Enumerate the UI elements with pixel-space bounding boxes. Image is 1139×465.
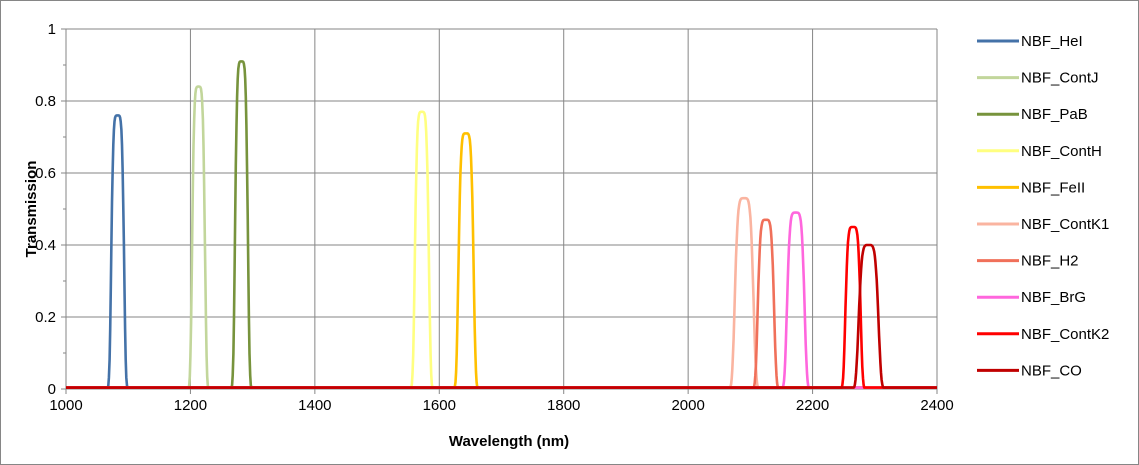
- legend-label: NBF_CO: [1021, 362, 1082, 379]
- y-axis-title: Transmission: [23, 161, 40, 258]
- x-tick-label: 1800: [547, 397, 580, 414]
- x-tick-label: 2000: [671, 397, 704, 414]
- series-lines: [65, 60, 938, 389]
- x-tick-label: 1200: [174, 397, 207, 414]
- y-tick-label: 0.6: [35, 165, 56, 182]
- legend-label: NBF_BrG: [1021, 289, 1086, 306]
- y-tick-label: 0.8: [35, 93, 56, 110]
- y-tick-label: 0.4: [35, 237, 56, 254]
- tick-labels: 1000 1200 1400 1600 1800 2000 2200 2400 0 0.2 0.4 0…: [35, 21, 954, 414]
- x-tick-label: 1400: [298, 397, 331, 414]
- grid: [66, 28, 938, 389]
- axes: [61, 28, 938, 394]
- series-line-nbf-co: [65, 243, 938, 389]
- x-axis-title: Wavelength (nm): [449, 433, 569, 450]
- series-line-nbf-brg: [65, 211, 938, 389]
- x-tick-label: 1000: [49, 397, 82, 414]
- legend-label: NBF_ContH: [1021, 143, 1102, 160]
- legend-label: NBF_PaB: [1021, 106, 1088, 123]
- y-tick-label: 0.2: [35, 309, 56, 326]
- legend-label: NBF_ContJ: [1021, 70, 1099, 87]
- legend-label: NBF_H2: [1021, 253, 1079, 270]
- legend-label: NBF_FeII: [1021, 179, 1085, 196]
- y-tick-label: 0: [48, 381, 56, 398]
- legend: NBF_HeI NBF_ContJ NBF_PaB NBF_ContH NBF_FeII…: [977, 33, 1109, 379]
- x-tick-label: 1600: [423, 397, 456, 414]
- legend-label: NBF_ContK2: [1021, 326, 1109, 343]
- legend-label: NBF_ContK1: [1021, 216, 1109, 233]
- x-tick-label: 2200: [796, 397, 829, 414]
- legend-label: NBF_HeI: [1021, 33, 1083, 50]
- x-tick-label: 2400: [920, 397, 953, 414]
- y-tick-label: 1: [48, 21, 56, 38]
